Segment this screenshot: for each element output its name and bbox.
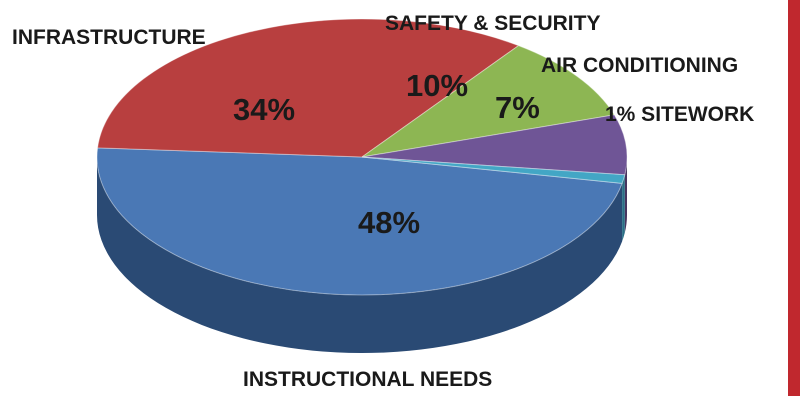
value-label-safety-security: 10% [406, 68, 468, 103]
category-label-air-conditioning: AIR CONDITIONING [541, 54, 738, 77]
pie-labels: INFRASTRUCTURE SAFETY & SECURITY AIR CON… [12, 12, 754, 391]
slice-instructional-needs [96, 147, 623, 296]
value-label-infrastructure: 34% [233, 92, 295, 127]
category-label-safety-security: SAFETY & SECURITY [385, 12, 600, 35]
slice-side-air-conditioning [624, 157, 627, 233]
category-label-instructional-needs: INSTRUCTIONAL NEEDS [243, 368, 492, 391]
pie-slices [96, 18, 628, 296]
slice-infrastructure [97, 18, 520, 158]
category-label-infrastructure: INFRASTRUCTURE [12, 26, 206, 49]
slice-side-sitework [622, 174, 625, 242]
slice-sitework [361, 156, 626, 184]
value-label-instructional-needs: 48% [358, 205, 420, 240]
value-label-air-conditioning: 7% [495, 90, 540, 125]
pie-sides [96, 157, 627, 354]
slice-air-conditioning [361, 114, 628, 176]
category-label-sitework: 1% SITEWORK [605, 103, 754, 126]
slice-side-instructional-needs [96, 157, 623, 354]
slice-safety-security [361, 45, 616, 158]
accent-bar [788, 0, 800, 396]
